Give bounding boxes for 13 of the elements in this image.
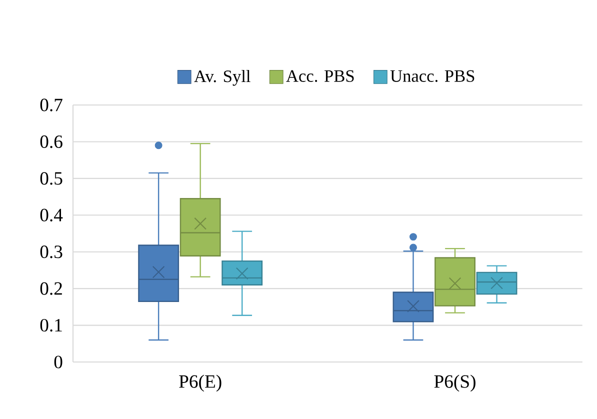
y-tick-label: 0 <box>54 356 62 368</box>
y-tick-label: 0.7 <box>40 98 62 112</box>
legend-label: Av. Syll <box>194 70 250 86</box>
y-tick-label: 0.6 <box>40 135 62 148</box>
legend-label: Acc. PBS <box>286 70 354 82</box>
y-tick-label: 0.2 <box>40 282 62 295</box>
y-tick-label: 0.1 <box>40 318 62 332</box>
y-tick-label: 0.4 <box>40 208 63 222</box>
y-tick-label: 0.3 <box>40 246 62 258</box>
legend-label: Unacc. PBS <box>390 70 474 82</box>
x-tick-label: P6(E) <box>179 374 222 392</box>
x-tick-label: P6(S) <box>434 374 476 392</box>
y-tick-label: 0.5 <box>40 172 62 185</box>
